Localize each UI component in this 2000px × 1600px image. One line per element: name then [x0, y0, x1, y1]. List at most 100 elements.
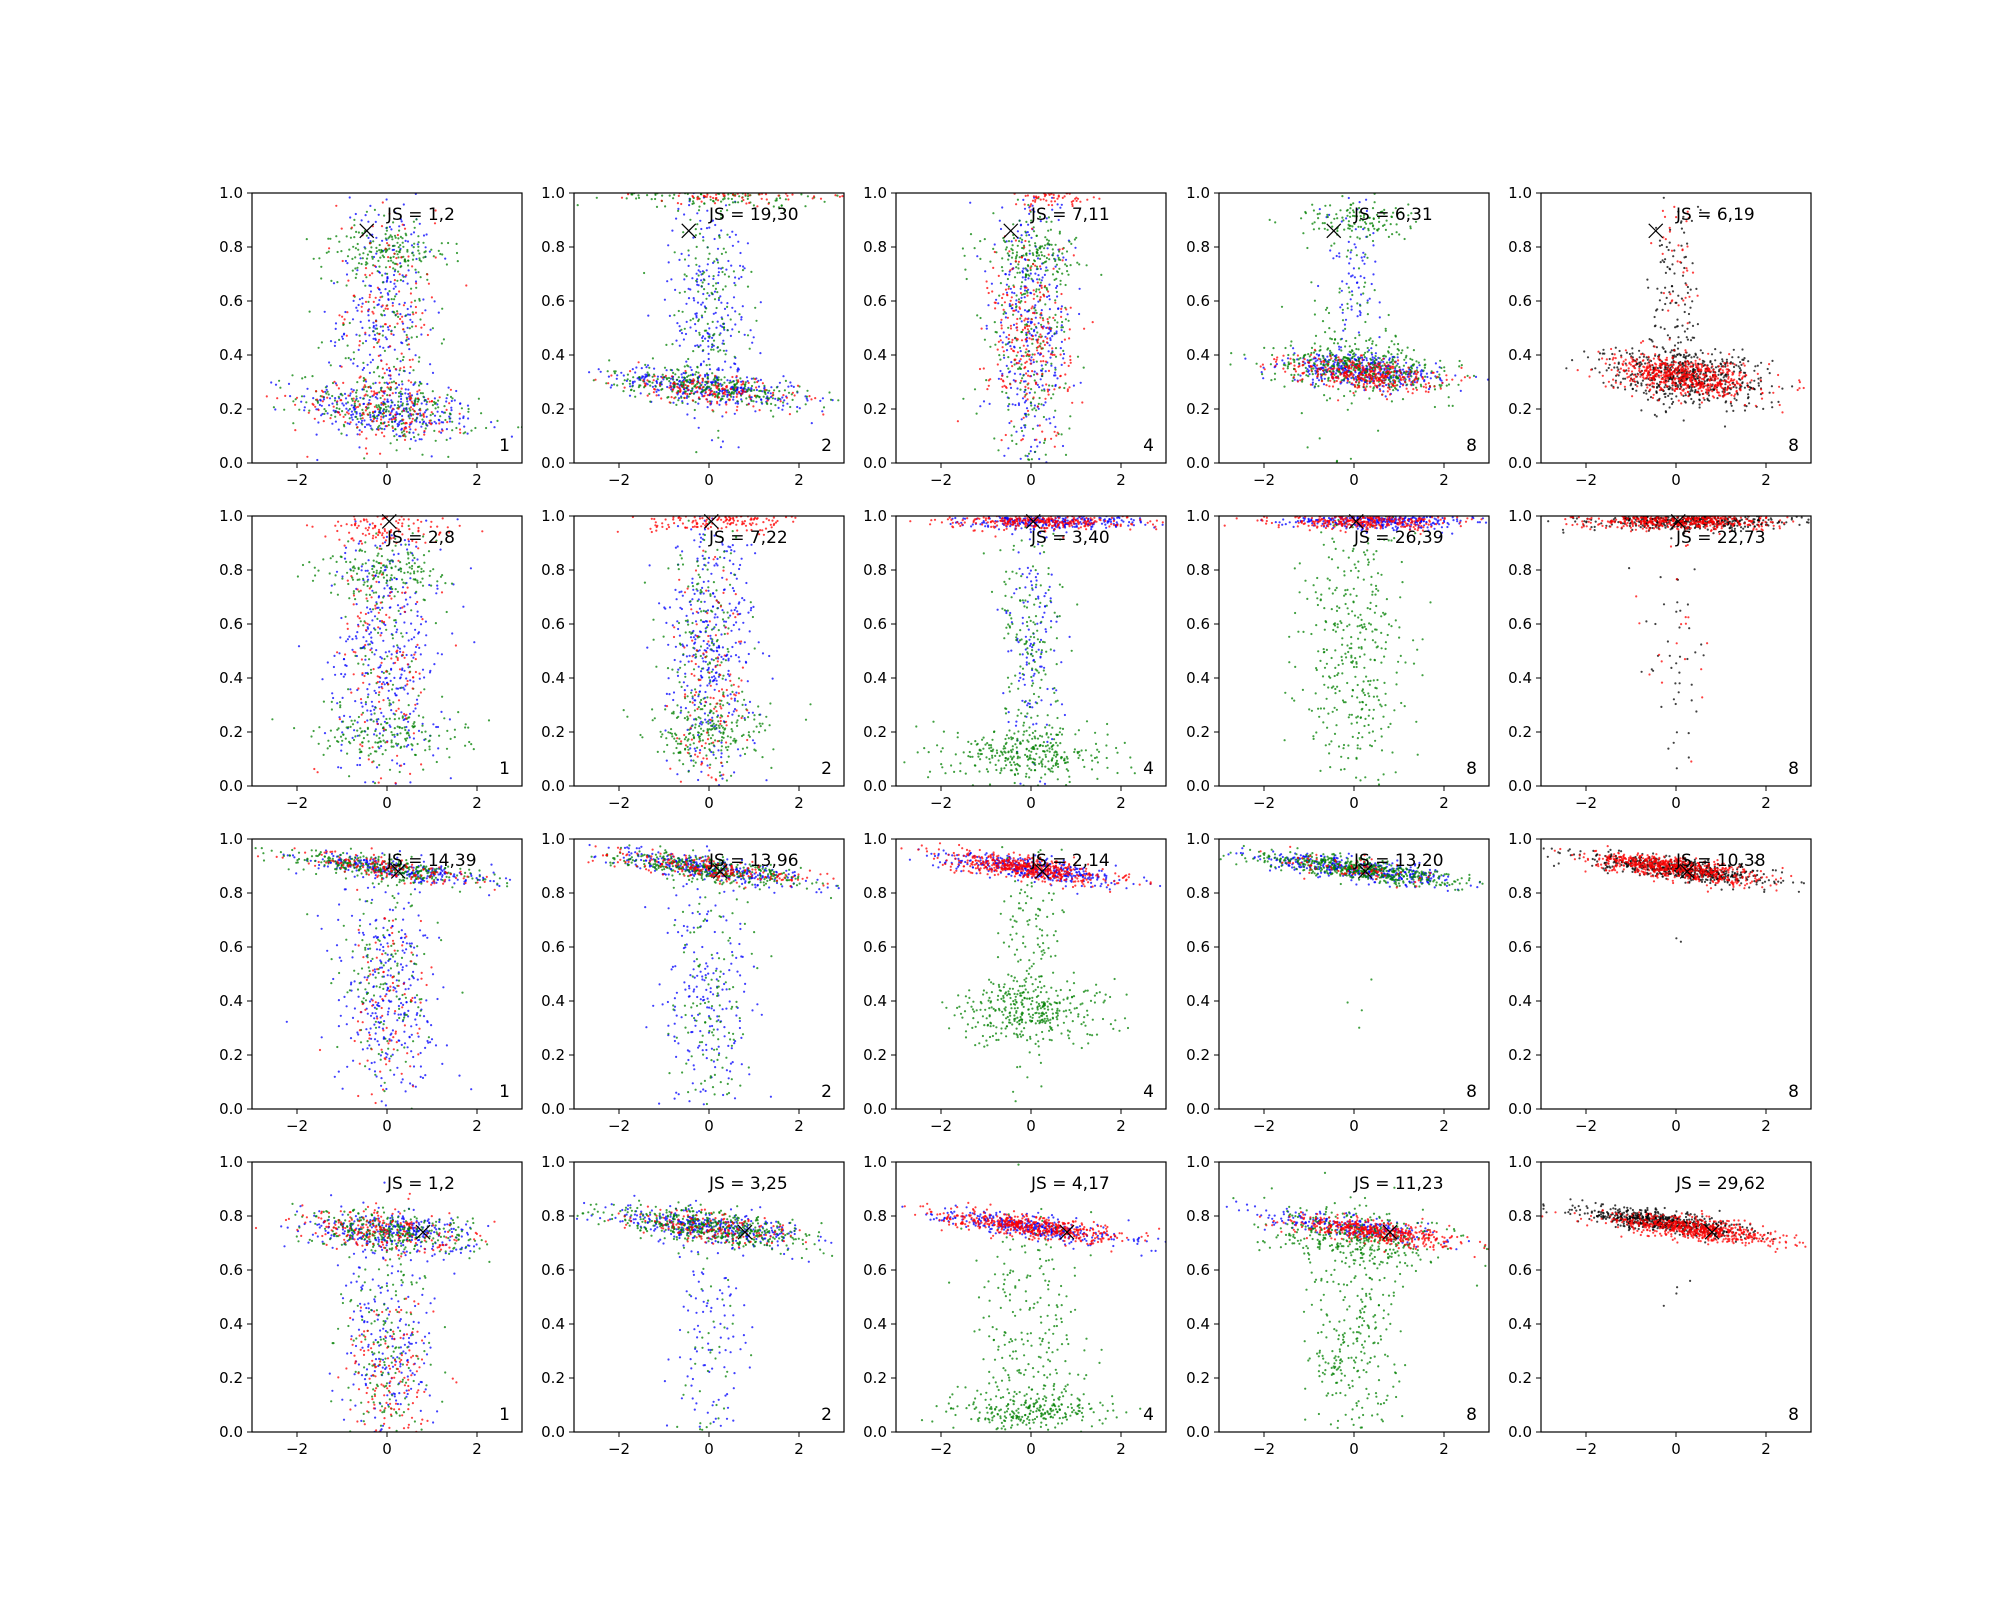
point-green: [694, 401, 697, 404]
point-green: [709, 198, 712, 201]
point-blue: [742, 265, 745, 268]
point-blue: [1311, 383, 1314, 386]
point-green: [337, 395, 340, 398]
point-green: [629, 379, 632, 382]
point-blue: [1262, 377, 1265, 380]
point-red: [994, 301, 997, 304]
point-green: [728, 381, 731, 384]
point-red: [429, 422, 432, 425]
point-green: [414, 381, 417, 384]
point-blue: [367, 236, 370, 239]
point-green: [1333, 242, 1336, 245]
point-red: [1063, 361, 1066, 364]
point-green: [1415, 360, 1418, 363]
point-red: [390, 418, 394, 421]
point-green: [1307, 353, 1310, 356]
point-green: [365, 234, 368, 237]
point-blue: [1054, 425, 1057, 428]
point-blue: [424, 246, 427, 249]
point-green: [648, 392, 651, 395]
point-green: [721, 270, 724, 274]
point-green: [665, 377, 668, 380]
point-green: [1015, 354, 1018, 357]
point-green: [625, 197, 628, 200]
point-blue: [695, 316, 698, 319]
point-green: [712, 284, 715, 287]
point-blue: [1398, 385, 1402, 388]
point-green: [389, 256, 392, 259]
point-red: [1011, 303, 1014, 306]
point-green: [1069, 264, 1072, 267]
point-green: [773, 389, 776, 392]
point-blue: [1078, 287, 1081, 290]
point-blue: [1299, 374, 1302, 377]
point-green: [376, 415, 379, 418]
point-blue: [407, 337, 410, 340]
point-green: [698, 232, 702, 235]
point-green: [621, 382, 625, 385]
point-blue: [1074, 246, 1077, 249]
point-blue: [1030, 292, 1033, 295]
x-tick-label: −2: [608, 471, 630, 489]
point-red: [321, 400, 324, 403]
point-blue: [704, 383, 707, 386]
point-blue: [420, 402, 423, 405]
point-blue: [1019, 373, 1022, 376]
point-green: [433, 429, 436, 432]
point-blue: [726, 393, 729, 397]
point-blue: [726, 379, 729, 382]
point-red: [660, 199, 663, 202]
point-green: [1395, 377, 1398, 380]
point-green: [1012, 237, 1016, 240]
point-blue: [1017, 402, 1021, 405]
point-red: [459, 431, 462, 434]
point-green: [1424, 363, 1427, 366]
point-blue: [697, 426, 700, 429]
point-red: [999, 339, 1002, 342]
point-green: [1055, 277, 1058, 280]
point-red: [1436, 375, 1439, 378]
point-blue: [1286, 357, 1290, 360]
point-blue: [678, 344, 681, 347]
point-blue: [393, 348, 396, 351]
point-red: [697, 197, 701, 200]
point-green: [1371, 225, 1375, 228]
point-blue: [1057, 307, 1060, 310]
point-green: [1043, 247, 1046, 250]
point-red: [314, 405, 317, 408]
point-blue: [414, 439, 417, 442]
point-green: [744, 383, 747, 386]
point-green: [305, 401, 308, 404]
point-red: [709, 402, 712, 405]
point-green: [694, 234, 698, 237]
point-red: [415, 282, 418, 285]
point-green: [1357, 267, 1361, 270]
point-green: [1070, 242, 1073, 245]
x-tick-label: −2: [286, 471, 308, 489]
point-red: [378, 381, 381, 384]
point-green: [743, 387, 746, 390]
point-blue: [342, 404, 345, 407]
point-blue: [1020, 426, 1023, 429]
point-red: [1016, 326, 1019, 329]
point-red: [1412, 388, 1415, 391]
point-blue: [691, 373, 695, 377]
point-blue: [436, 410, 439, 413]
point-green: [595, 196, 598, 199]
point-green: [722, 395, 726, 398]
point-blue: [409, 318, 412, 321]
point-green: [380, 249, 384, 252]
point-blue: [701, 316, 704, 319]
point-blue: [433, 414, 437, 417]
point-green: [379, 396, 382, 400]
point-blue: [1350, 275, 1353, 278]
point-green: [1438, 373, 1441, 376]
point-red: [1016, 351, 1020, 354]
point-blue: [412, 231, 416, 234]
point-green: [1339, 209, 1342, 212]
point-green: [1362, 353, 1366, 356]
point-green: [1032, 373, 1036, 376]
point-blue: [678, 325, 681, 328]
point-red: [400, 387, 403, 390]
point-red: [1016, 329, 1019, 332]
